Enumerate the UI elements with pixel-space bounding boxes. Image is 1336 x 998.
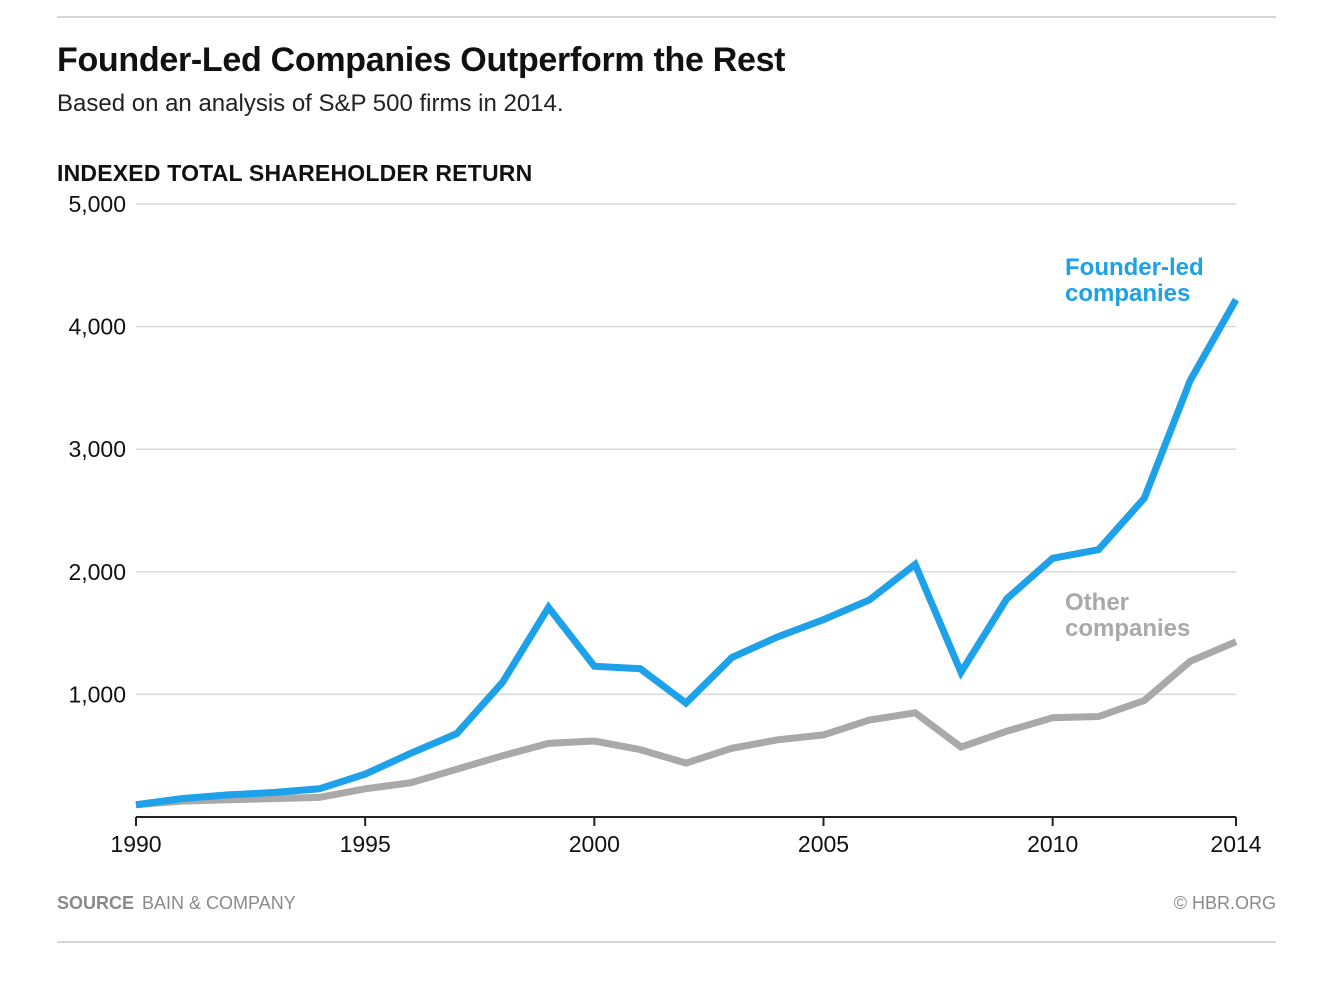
founder-led-series-line	[135, 297, 1240, 809]
x-tick-label: 1995	[340, 831, 391, 857]
source-note: SOURCE BAIN & COMPANY	[57, 893, 296, 914]
x-tick-label: 1990	[110, 831, 161, 857]
source-value: BAIN & COMPANY	[142, 893, 296, 913]
bottom-rule	[57, 941, 1276, 943]
other-companies-series-label: Other companies	[1065, 589, 1190, 642]
y-tick-label: 2,000	[68, 559, 126, 585]
series-label-line: Other	[1065, 589, 1129, 616]
x-tick-label: 2014	[1210, 831, 1261, 857]
series-label-line: Founder-led	[1065, 254, 1204, 281]
x-tick-label: 2000	[569, 831, 620, 857]
y-tick-label: 1,000	[68, 681, 126, 707]
copyright-credit: © HBR.ORG	[1173, 893, 1276, 913]
other-companies-series-line	[135, 638, 1238, 809]
y-axis-title: INDEXED TOTAL SHAREHOLDER RETURN	[57, 160, 533, 186]
source-key: SOURCE	[57, 893, 135, 913]
top-rule	[57, 16, 1276, 18]
y-tick-label: 3,000	[68, 436, 126, 462]
chart-subtitle: Based on an analysis of S&P 500 firms in…	[57, 90, 564, 117]
founder-led-series-label: Founder-led companies	[1065, 254, 1204, 307]
x-tick-label: 2010	[1027, 831, 1078, 857]
y-tick-label: 5,000	[68, 191, 126, 217]
y-tick-label: 4,000	[68, 314, 126, 340]
series-label-line: companies	[1065, 615, 1190, 642]
series-label-line: companies	[1065, 280, 1190, 307]
chart-title: Founder-Led Companies Outperform the Res…	[57, 41, 786, 79]
x-tick-label: 2005	[798, 831, 849, 857]
